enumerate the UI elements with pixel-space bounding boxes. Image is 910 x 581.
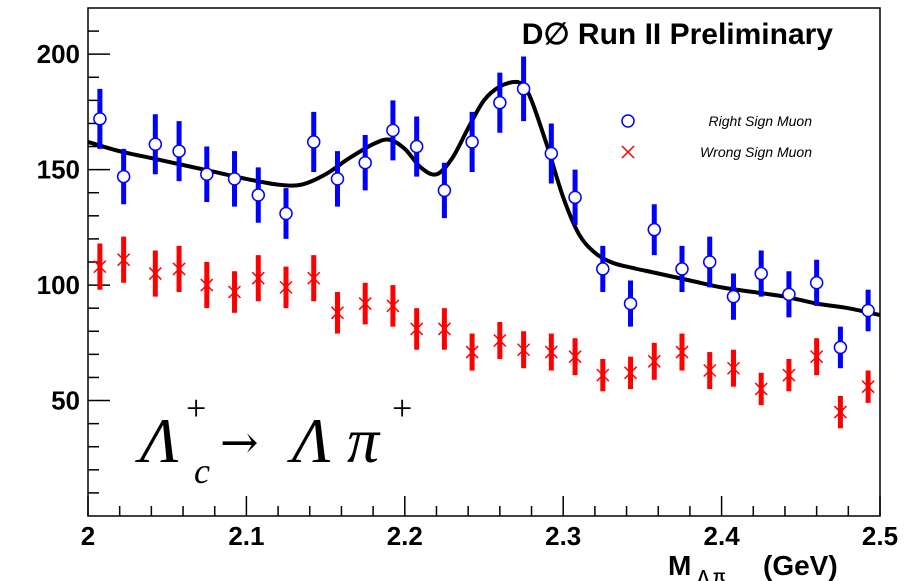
anno-pi: π — [347, 405, 381, 476]
y-tick-label: 50 — [51, 386, 80, 416]
data-point — [726, 361, 741, 375]
data-point — [93, 112, 107, 126]
data-point — [493, 333, 507, 348]
data-point — [465, 345, 479, 359]
data-point — [279, 206, 293, 221]
anno-lambda: Λ — [135, 405, 179, 476]
legend-right-sign: Right Sign Muon — [621, 113, 812, 129]
data-point — [386, 123, 400, 138]
data-point — [596, 368, 610, 382]
data-point — [227, 285, 242, 299]
y-tick-label: 200 — [37, 39, 80, 69]
data-point — [117, 253, 131, 267]
data-point — [251, 188, 266, 202]
data-point — [861, 380, 875, 394]
data-point — [172, 144, 186, 158]
data-point — [93, 260, 107, 274]
data-point — [437, 183, 452, 198]
data-point — [833, 405, 847, 419]
fit-curve — [87, 79, 881, 318]
chart-title: D∅ Run II Preliminary — [522, 18, 834, 51]
series-right-sign — [93, 56, 875, 369]
data-point — [465, 135, 479, 149]
data-point — [809, 276, 824, 290]
data-point — [702, 255, 717, 269]
data-point — [544, 146, 559, 161]
data-point — [200, 278, 214, 292]
legend-cross-marker — [621, 145, 635, 159]
data-point — [116, 169, 131, 184]
data-point — [623, 366, 638, 380]
data-point — [148, 137, 163, 151]
data-point — [516, 82, 531, 96]
data-point — [754, 382, 768, 396]
data-point — [306, 135, 321, 149]
series-wrong-sign — [93, 236, 875, 429]
data-point — [623, 296, 638, 311]
data-point — [544, 345, 558, 359]
y-axis: 50 100 150 200 — [37, 30, 110, 494]
decay-annotation: Λ + c → Λ π + — [135, 388, 412, 491]
data-point — [410, 322, 424, 336]
anno-arrow: → — [220, 415, 259, 469]
anno-lambda-sup: + — [186, 388, 206, 428]
data-point — [148, 267, 162, 281]
data-point — [358, 155, 372, 170]
data-point — [703, 363, 717, 378]
x-tick-label: 2.2 — [387, 521, 423, 551]
data-point — [596, 262, 610, 276]
legend-wrong-sign: Wrong Sign Muon — [621, 144, 812, 160]
x-tick-label: 2 — [81, 521, 95, 551]
data-point — [568, 350, 582, 364]
data-point — [754, 266, 768, 281]
data-point — [647, 354, 661, 368]
data-point — [227, 172, 242, 186]
data-point — [330, 306, 345, 320]
data-point — [726, 289, 741, 304]
data-point — [279, 280, 293, 294]
data-point — [200, 167, 214, 182]
data-point — [833, 340, 848, 355]
data-point — [675, 262, 689, 276]
data-point — [307, 271, 321, 285]
data-point — [172, 262, 186, 276]
x-label-unit: (GeV) — [763, 550, 838, 581]
legend-circle-marker — [621, 114, 635, 128]
x-tick-label: 2.4 — [704, 521, 741, 551]
x-axis-label: M Λ π (GeV) — [668, 550, 838, 581]
anno-lambda-sub: c — [194, 451, 210, 491]
x-tick-label: 2.1 — [228, 521, 264, 551]
legend: Right Sign Muon Wrong Sign Muon — [621, 113, 812, 160]
data-point — [675, 345, 689, 359]
legend-label-wrong-sign: Wrong Sign Muon — [700, 144, 812, 160]
data-point — [330, 172, 345, 186]
data-point — [568, 190, 582, 205]
data-point — [861, 303, 875, 318]
data-point — [409, 139, 424, 154]
data-point — [386, 299, 400, 313]
data-point — [251, 271, 265, 285]
data-point — [517, 343, 531, 357]
y-tick-label: 150 — [37, 155, 80, 185]
anno-product-lambda: Λ — [287, 405, 331, 476]
x-tick-label: 2.5 — [862, 521, 898, 551]
x-tick-label: 2.3 — [545, 521, 581, 551]
data-point — [647, 222, 662, 237]
data-point — [437, 322, 451, 336]
data-point — [358, 297, 372, 311]
x-label-main: M — [668, 550, 691, 581]
data-point — [810, 350, 824, 364]
anno-pi-sup: + — [392, 388, 412, 428]
y-tick-label: 100 — [37, 270, 80, 300]
legend-label-right-sign: Right Sign Muon — [708, 113, 812, 129]
data-point — [782, 287, 796, 302]
x-axis: 2 2.1 2.2 2.3 2.4 2.5 — [81, 496, 898, 551]
x-label-sub: Λ π — [698, 568, 725, 581]
data-point — [493, 95, 507, 110]
data-point — [782, 368, 796, 382]
